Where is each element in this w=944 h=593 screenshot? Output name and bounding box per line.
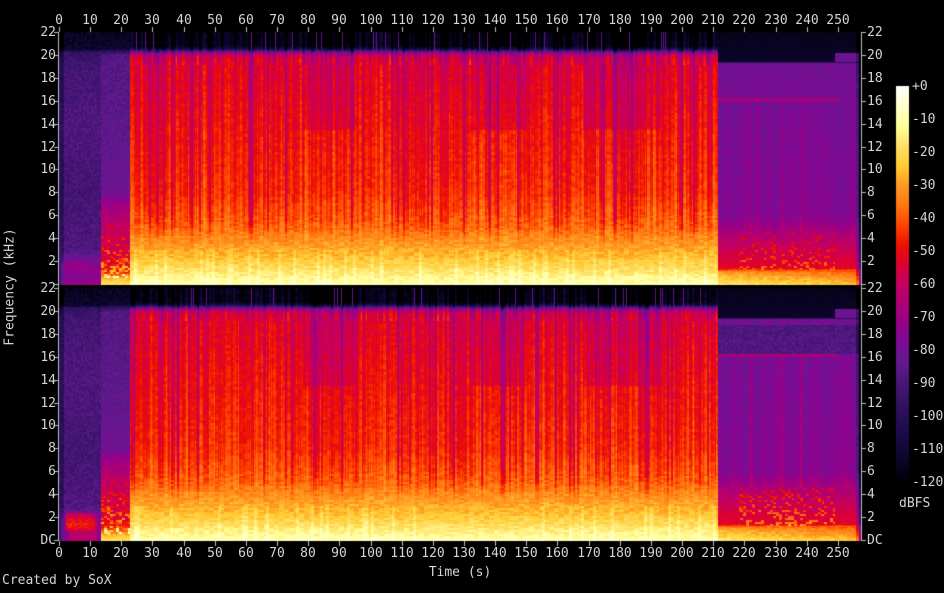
colorbar-units-label: dBFS (899, 496, 931, 511)
time-axis-label: Time (s) (428, 565, 492, 580)
footer-credit: Created by SoX (2, 573, 112, 588)
frequency-axis-label: Frequency (kHz) (2, 228, 18, 346)
